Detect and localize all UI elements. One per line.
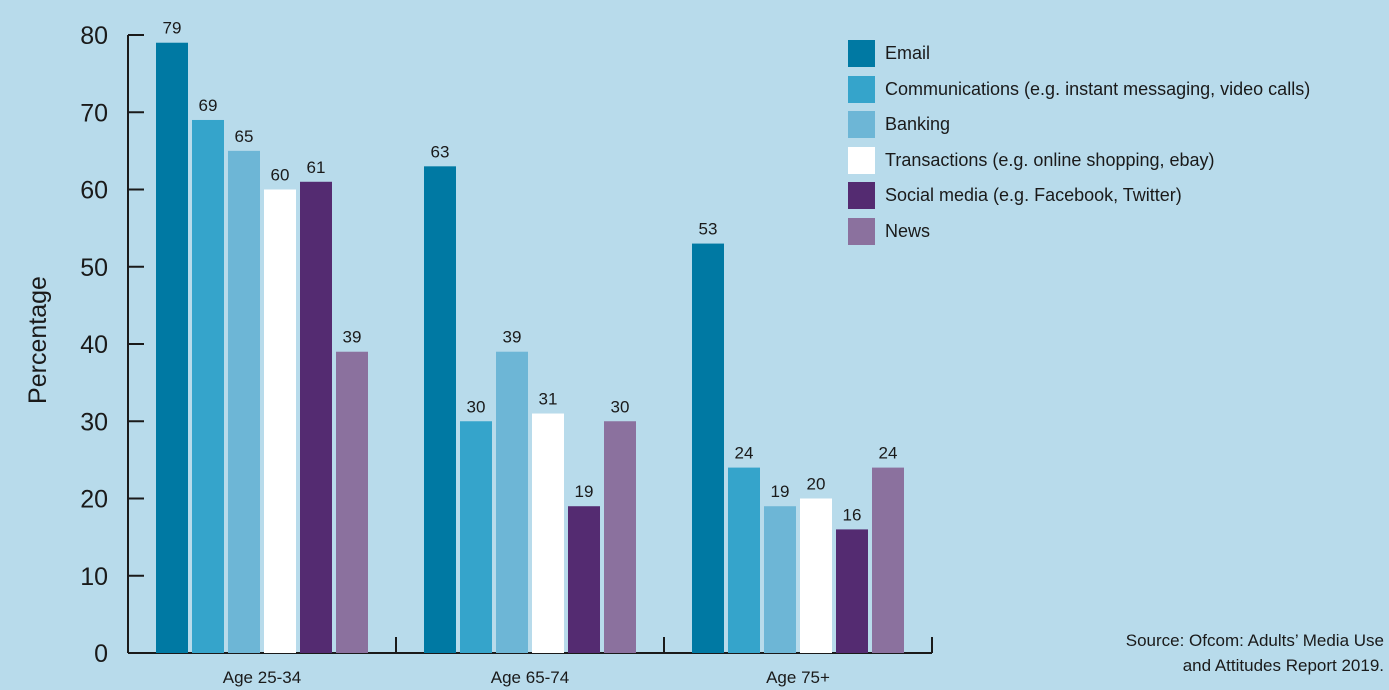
legend-swatch (848, 146, 875, 174)
source-line-2: and Attitudes Report 2019. (1182, 656, 1384, 675)
legend-label: Transactions (e.g. online shopping, ebay… (885, 149, 1215, 170)
legend-swatch (848, 111, 875, 139)
bar-value-label: 16 (843, 505, 862, 524)
y-tick-label: 40 (80, 331, 108, 359)
bar-value-label: 24 (879, 444, 898, 463)
bar (604, 421, 636, 653)
bar (264, 189, 296, 653)
bar-value-label: 69 (199, 96, 218, 115)
bars (156, 42, 904, 654)
legend: Email Communications (e.g. instant messag… (848, 36, 1310, 249)
legend-swatch (848, 75, 875, 103)
legend-label: Email (885, 43, 931, 64)
y-tick-label: 20 (80, 486, 108, 514)
source-note: Source: Ofcom: Adults’ Media Use and Att… (1126, 628, 1384, 678)
bar-value-label: 24 (735, 444, 754, 463)
bar (872, 467, 904, 653)
y-tick-label: 0 (94, 640, 108, 668)
bar (728, 467, 760, 653)
x-category-label: Age 75+ (766, 668, 830, 687)
bar-value-label: 63 (431, 142, 450, 161)
legend-item: Banking (848, 107, 1310, 143)
bar (764, 506, 796, 653)
source-line-1: Source: Ofcom: Adults’ Media Use (1125, 631, 1384, 650)
bar (336, 351, 368, 653)
bar-value-label: 19 (771, 482, 790, 501)
bar-value-label: 61 (307, 158, 326, 177)
x-axis: Age 25-34 Age 65-74 Age 75+ (127, 637, 933, 687)
bar-value-label: 31 (539, 390, 558, 409)
y-axis-label: Percentage (24, 276, 52, 404)
legend-swatch (848, 217, 875, 245)
bar (568, 506, 600, 653)
bar (156, 42, 188, 654)
legend-label: News (885, 220, 931, 241)
bar-value-label: 60 (271, 166, 290, 185)
value-labels: 79 69 65 60 61 39 63 30 39 31 19 30 53 24 19 20 16 24 (163, 19, 898, 525)
y-tick-label: 80 (80, 22, 108, 50)
bar-value-label: 39 (343, 328, 362, 347)
legend-item: News (848, 214, 1310, 250)
bar (228, 150, 260, 653)
y-tick-label: 30 (80, 408, 108, 436)
bar (496, 351, 528, 653)
bar-value-label: 30 (467, 397, 486, 416)
y-axis: 0 10 20 30 40 50 60 70 80 (80, 22, 144, 668)
bar-value-label: 79 (163, 19, 182, 38)
bar-value-label: 53 (699, 220, 718, 239)
x-category-label: Age 65-74 (491, 668, 569, 687)
bar-value-label: 39 (503, 328, 522, 347)
bar (836, 529, 868, 653)
bar (532, 413, 564, 653)
legend-item: Communications (e.g. instant messaging, … (848, 72, 1310, 108)
bar-value-label: 20 (807, 475, 826, 494)
bar (460, 421, 492, 653)
legend-item: Email (848, 36, 1310, 72)
legend-swatch (848, 40, 875, 68)
bar (300, 181, 332, 653)
legend-item: Transactions (e.g. online shopping, ebay… (848, 143, 1310, 179)
y-tick-label: 60 (80, 177, 108, 205)
y-tick-label: 70 (80, 99, 108, 127)
y-tick-label: 50 (80, 254, 108, 282)
bar (800, 498, 832, 653)
bar-value-label: 30 (611, 397, 630, 416)
x-category-label: Age 25-34 (223, 668, 301, 687)
bar (692, 243, 724, 653)
legend-swatch (848, 182, 875, 210)
bar (192, 119, 224, 654)
y-tick-label: 10 (80, 563, 108, 591)
legend-item: Social media (e.g. Facebook, Twitter) (848, 178, 1310, 214)
bar (424, 166, 456, 653)
legend-label: Social media (e.g. Facebook, Twitter) (885, 185, 1182, 206)
legend-label: Banking (885, 114, 951, 135)
legend-label: Communications (e.g. instant messaging, … (885, 78, 1311, 99)
bar-value-label: 65 (235, 127, 254, 146)
bar-value-label: 19 (575, 482, 594, 501)
